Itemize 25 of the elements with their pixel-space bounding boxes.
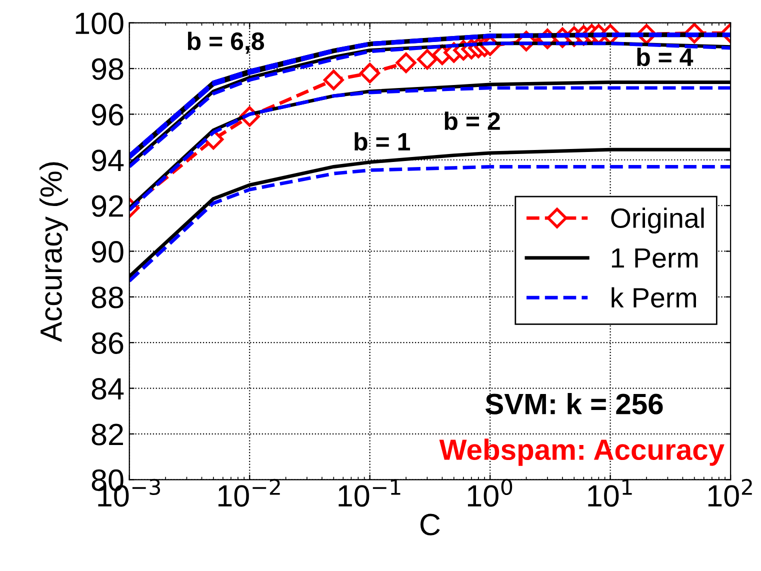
y-tick-label: 86 — [92, 332, 124, 354]
x-tick-label: 10$^{0}$ — [468, 478, 512, 507]
annotation: b = 2 — [444, 112, 500, 130]
x-tick-label: 10$^{−2}$ — [218, 478, 280, 507]
annotation: Webspam: Accuracy — [439, 438, 724, 466]
annotation: b = 6,8 — [188, 32, 264, 54]
y-tick-label: 98 — [92, 58, 124, 80]
x-axis-title: C — [420, 514, 440, 536]
y-tick-label: 100 — [76, 12, 124, 34]
annotation: b = 1 — [354, 132, 410, 151]
annotation: b = 4 — [637, 48, 694, 66]
y-tick-label: 94 — [92, 150, 124, 172]
legend-label: 1 Perm — [612, 248, 698, 268]
y-tick-label: 84 — [92, 378, 124, 400]
x-tick-label: 10$^{−1}$ — [338, 479, 400, 507]
annotation: SVM: k = 256 — [486, 392, 663, 414]
y-tick-label: 96 — [92, 104, 124, 126]
y-tick-label: 92 — [92, 195, 123, 217]
y-tick-label: 82 — [92, 424, 123, 446]
x-tick-label: 10$^{2}$ — [708, 478, 752, 507]
y-tick-label: 90 — [92, 240, 124, 263]
legend-label: Original — [611, 208, 704, 234]
y-tick-label: 88 — [92, 286, 124, 308]
legend-label: k Perm — [612, 287, 696, 308]
y-axis-title: Accuracy (%) — [39, 162, 68, 342]
